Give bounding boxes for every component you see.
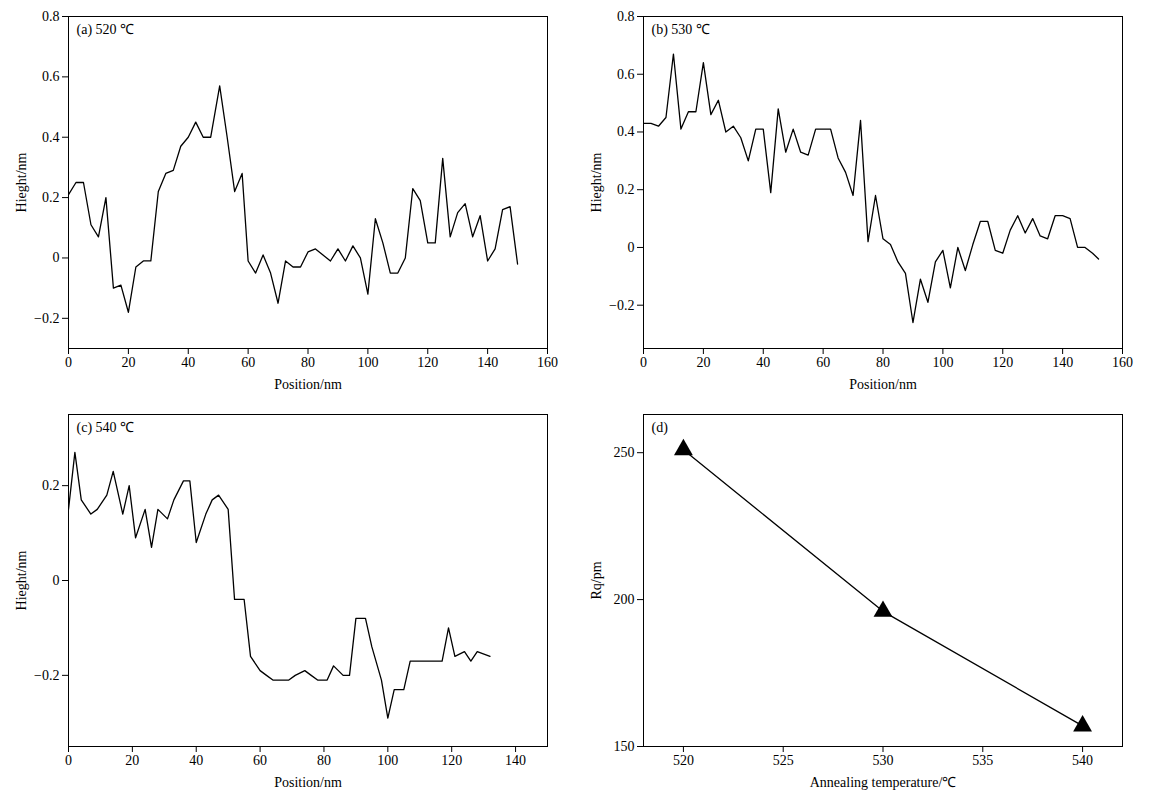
svg-text:0.8: 0.8 — [617, 9, 635, 24]
svg-text:530: 530 — [873, 753, 894, 768]
svg-text:Position/nm: Position/nm — [274, 377, 342, 392]
svg-text:150: 150 — [614, 739, 635, 754]
svg-text:0: 0 — [65, 753, 72, 768]
svg-text:Position/nm: Position/nm — [274, 775, 342, 790]
svg-text:0: 0 — [65, 355, 72, 370]
svg-text:0: 0 — [53, 250, 60, 265]
svg-text:−0.2: −0.2 — [609, 298, 634, 313]
svg-text:Annealing temperature/℃: Annealing temperature/℃ — [810, 775, 957, 790]
svg-text:Position/nm: Position/nm — [849, 377, 917, 392]
svg-text:0.2: 0.2 — [42, 478, 60, 493]
svg-text:(d): (d) — [652, 420, 669, 436]
svg-text:80: 80 — [317, 753, 331, 768]
svg-text:80: 80 — [301, 355, 315, 370]
svg-text:40: 40 — [189, 753, 203, 768]
svg-text:100: 100 — [377, 753, 398, 768]
svg-text:20: 20 — [125, 753, 139, 768]
svg-text:520: 520 — [673, 753, 694, 768]
svg-text:0: 0 — [640, 355, 647, 370]
svg-text:540: 540 — [1072, 753, 1093, 768]
svg-text:0: 0 — [53, 573, 60, 588]
svg-text:525: 525 — [773, 753, 794, 768]
svg-text:0.4: 0.4 — [617, 124, 635, 139]
svg-text:100: 100 — [932, 355, 953, 370]
svg-text:250: 250 — [614, 445, 635, 460]
svg-text:0.2: 0.2 — [617, 182, 635, 197]
svg-text:140: 140 — [477, 355, 498, 370]
svg-text:160: 160 — [1112, 355, 1133, 370]
svg-text:0.6: 0.6 — [42, 69, 60, 84]
svg-text:140: 140 — [505, 753, 526, 768]
svg-text:−0.2: −0.2 — [34, 668, 59, 683]
svg-text:0.8: 0.8 — [42, 9, 60, 24]
svg-text:160: 160 — [537, 355, 558, 370]
svg-text:200: 200 — [614, 592, 635, 607]
svg-text:40: 40 — [181, 355, 195, 370]
svg-text:120: 120 — [992, 355, 1013, 370]
svg-text:(a) 520 ℃: (a) 520 ℃ — [77, 22, 135, 38]
svg-text:0: 0 — [628, 240, 635, 255]
svg-text:40: 40 — [756, 355, 770, 370]
svg-text:Rq/pm: Rq/pm — [589, 561, 604, 599]
svg-text:20: 20 — [121, 355, 135, 370]
svg-text:Hieght/nm: Hieght/nm — [589, 152, 604, 212]
svg-text:0.6: 0.6 — [617, 67, 635, 82]
svg-text:100: 100 — [357, 355, 378, 370]
svg-text:120: 120 — [417, 355, 438, 370]
svg-text:0.2: 0.2 — [42, 190, 60, 205]
svg-text:140: 140 — [1052, 355, 1073, 370]
svg-text:0.4: 0.4 — [42, 130, 60, 145]
svg-text:(b) 530 ℃: (b) 530 ℃ — [652, 22, 710, 38]
svg-text:Hieght/nm: Hieght/nm — [14, 152, 29, 212]
svg-text:120: 120 — [441, 753, 462, 768]
svg-text:(c) 540 ℃: (c) 540 ℃ — [77, 420, 135, 436]
svg-text:60: 60 — [241, 355, 255, 370]
svg-text:Hieght/nm: Hieght/nm — [14, 550, 29, 610]
svg-text:60: 60 — [816, 355, 830, 370]
svg-text:80: 80 — [876, 355, 890, 370]
svg-text:20: 20 — [696, 355, 710, 370]
svg-text:535: 535 — [972, 753, 993, 768]
svg-text:−0.2: −0.2 — [34, 311, 59, 326]
svg-text:60: 60 — [253, 753, 267, 768]
